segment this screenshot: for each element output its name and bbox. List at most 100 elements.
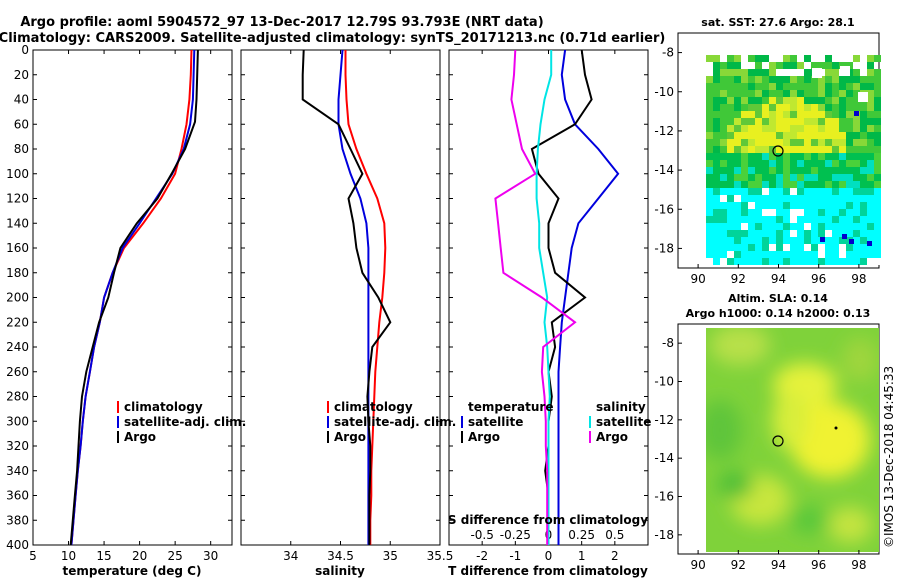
- sst-cell: [867, 146, 874, 153]
- sla-y-axis: -8 -10 -12 -14 -16 -18: [654, 336, 682, 542]
- sst-cell: [874, 181, 881, 188]
- sst-cell: [762, 97, 769, 104]
- sst-cell: [839, 111, 846, 118]
- sst-cell: [741, 237, 748, 244]
- sst-cell: [804, 230, 811, 237]
- sst-cell: [846, 125, 853, 132]
- sst-cell: [727, 97, 734, 104]
- sst-cell: [755, 223, 762, 230]
- sst-cell: [874, 223, 881, 230]
- sst-cell: [825, 118, 832, 125]
- sst-cell: [720, 132, 727, 139]
- map-y-tick-label: -18: [654, 528, 674, 542]
- sst-cell: [832, 237, 839, 244]
- sst-cell: [755, 174, 762, 181]
- sst-cell: [706, 188, 713, 195]
- sst-x-axis: 90 92 94 96 98: [690, 264, 867, 286]
- depth-tick-label: 60: [14, 117, 29, 131]
- sst-cell: [720, 160, 727, 167]
- legend-label-argo: Argo: [124, 430, 156, 444]
- sst-cell: [727, 62, 734, 69]
- sst-cell: [783, 251, 790, 258]
- sst-cell: [776, 76, 783, 83]
- sst-cell: [811, 90, 818, 97]
- sst-cell: [741, 146, 748, 153]
- s-tick-label: -0.25: [500, 528, 531, 542]
- sst-cell: [755, 62, 762, 69]
- sst-cell: [804, 139, 811, 146]
- depth-tick-label: 160: [6, 241, 29, 255]
- sst-cell: [853, 209, 860, 216]
- sst-cell: [797, 118, 804, 125]
- sst-cell: [720, 125, 727, 132]
- map-y-tick-label: -12: [654, 124, 674, 138]
- sst-cell: [755, 181, 762, 188]
- x-tick-label: 0: [545, 549, 553, 563]
- sst-cell: [839, 125, 846, 132]
- sst-cell: [706, 237, 713, 244]
- sst-cell: [762, 83, 769, 90]
- salinity-x-axis: 34 34.5 35 35.5: [283, 50, 453, 563]
- sst-cell: [811, 216, 818, 223]
- sst-cell: [853, 69, 860, 76]
- salinity-xlabel: salinity: [315, 564, 365, 578]
- sst-cell: [755, 244, 762, 251]
- sst-cell: [713, 223, 720, 230]
- sst-cell: [776, 97, 783, 104]
- sst-cell: [840, 66, 850, 76]
- sst-cell: [853, 230, 860, 237]
- x-tick-label: 10: [61, 549, 76, 563]
- sst-cell: [818, 146, 825, 153]
- depth-tick-label: 380: [6, 513, 29, 527]
- series-line-satellite-adj-clim-: [337, 49, 370, 545]
- sst-cell: [776, 153, 783, 160]
- sst-cell: [713, 125, 720, 132]
- sst-cell: [713, 55, 720, 62]
- sst-cell: [762, 125, 769, 132]
- x-tick-label: 2: [611, 549, 619, 563]
- sst-cell: [811, 111, 818, 118]
- sst-cell: [874, 202, 881, 209]
- sst-cell: [811, 104, 818, 111]
- sst-cell: [874, 153, 881, 160]
- sst-cell: [860, 174, 867, 181]
- depth-tick-label: 80: [14, 142, 29, 156]
- sst-cell: [769, 132, 776, 139]
- sst-cell: [720, 167, 727, 174]
- sst-cell: [860, 237, 867, 244]
- sst-cell: [734, 216, 741, 223]
- sst-cell: [797, 111, 804, 118]
- sst-cell: [713, 251, 720, 258]
- sst-cell: [860, 258, 867, 265]
- map-y-tick-label: -12: [654, 413, 674, 427]
- x-tick-label: 15: [96, 549, 111, 563]
- sst-cell: [741, 125, 748, 132]
- sst-cell: [860, 118, 867, 125]
- sst-cell: [797, 139, 804, 146]
- difference-series: [494, 49, 620, 545]
- sst-cell: [706, 153, 713, 160]
- sst-cell: [762, 139, 769, 146]
- sst-cell: [825, 244, 832, 251]
- sst-cell: [811, 153, 818, 160]
- sst-cell: [769, 62, 776, 69]
- sst-cell: [790, 55, 797, 62]
- sst-cell: [818, 111, 825, 118]
- sst-cell: [804, 160, 811, 167]
- sst-cell: [748, 237, 755, 244]
- sst-cell: [748, 146, 755, 153]
- sst-cell: [867, 174, 874, 181]
- sst-cell: [860, 244, 867, 251]
- sst-cell: [713, 244, 720, 251]
- sst-cell: [853, 97, 860, 104]
- sst-cell: [769, 251, 776, 258]
- sst-cell: [713, 111, 720, 118]
- depth-tick-label: 400: [6, 538, 29, 552]
- sst-cell: [727, 167, 734, 174]
- sst-cell: [804, 83, 811, 90]
- sst-cell: [811, 195, 818, 202]
- sst-cell: [811, 76, 818, 83]
- sst-cell: [797, 97, 804, 104]
- sst-cell: [776, 251, 783, 258]
- x-tick-label: 25: [168, 549, 183, 563]
